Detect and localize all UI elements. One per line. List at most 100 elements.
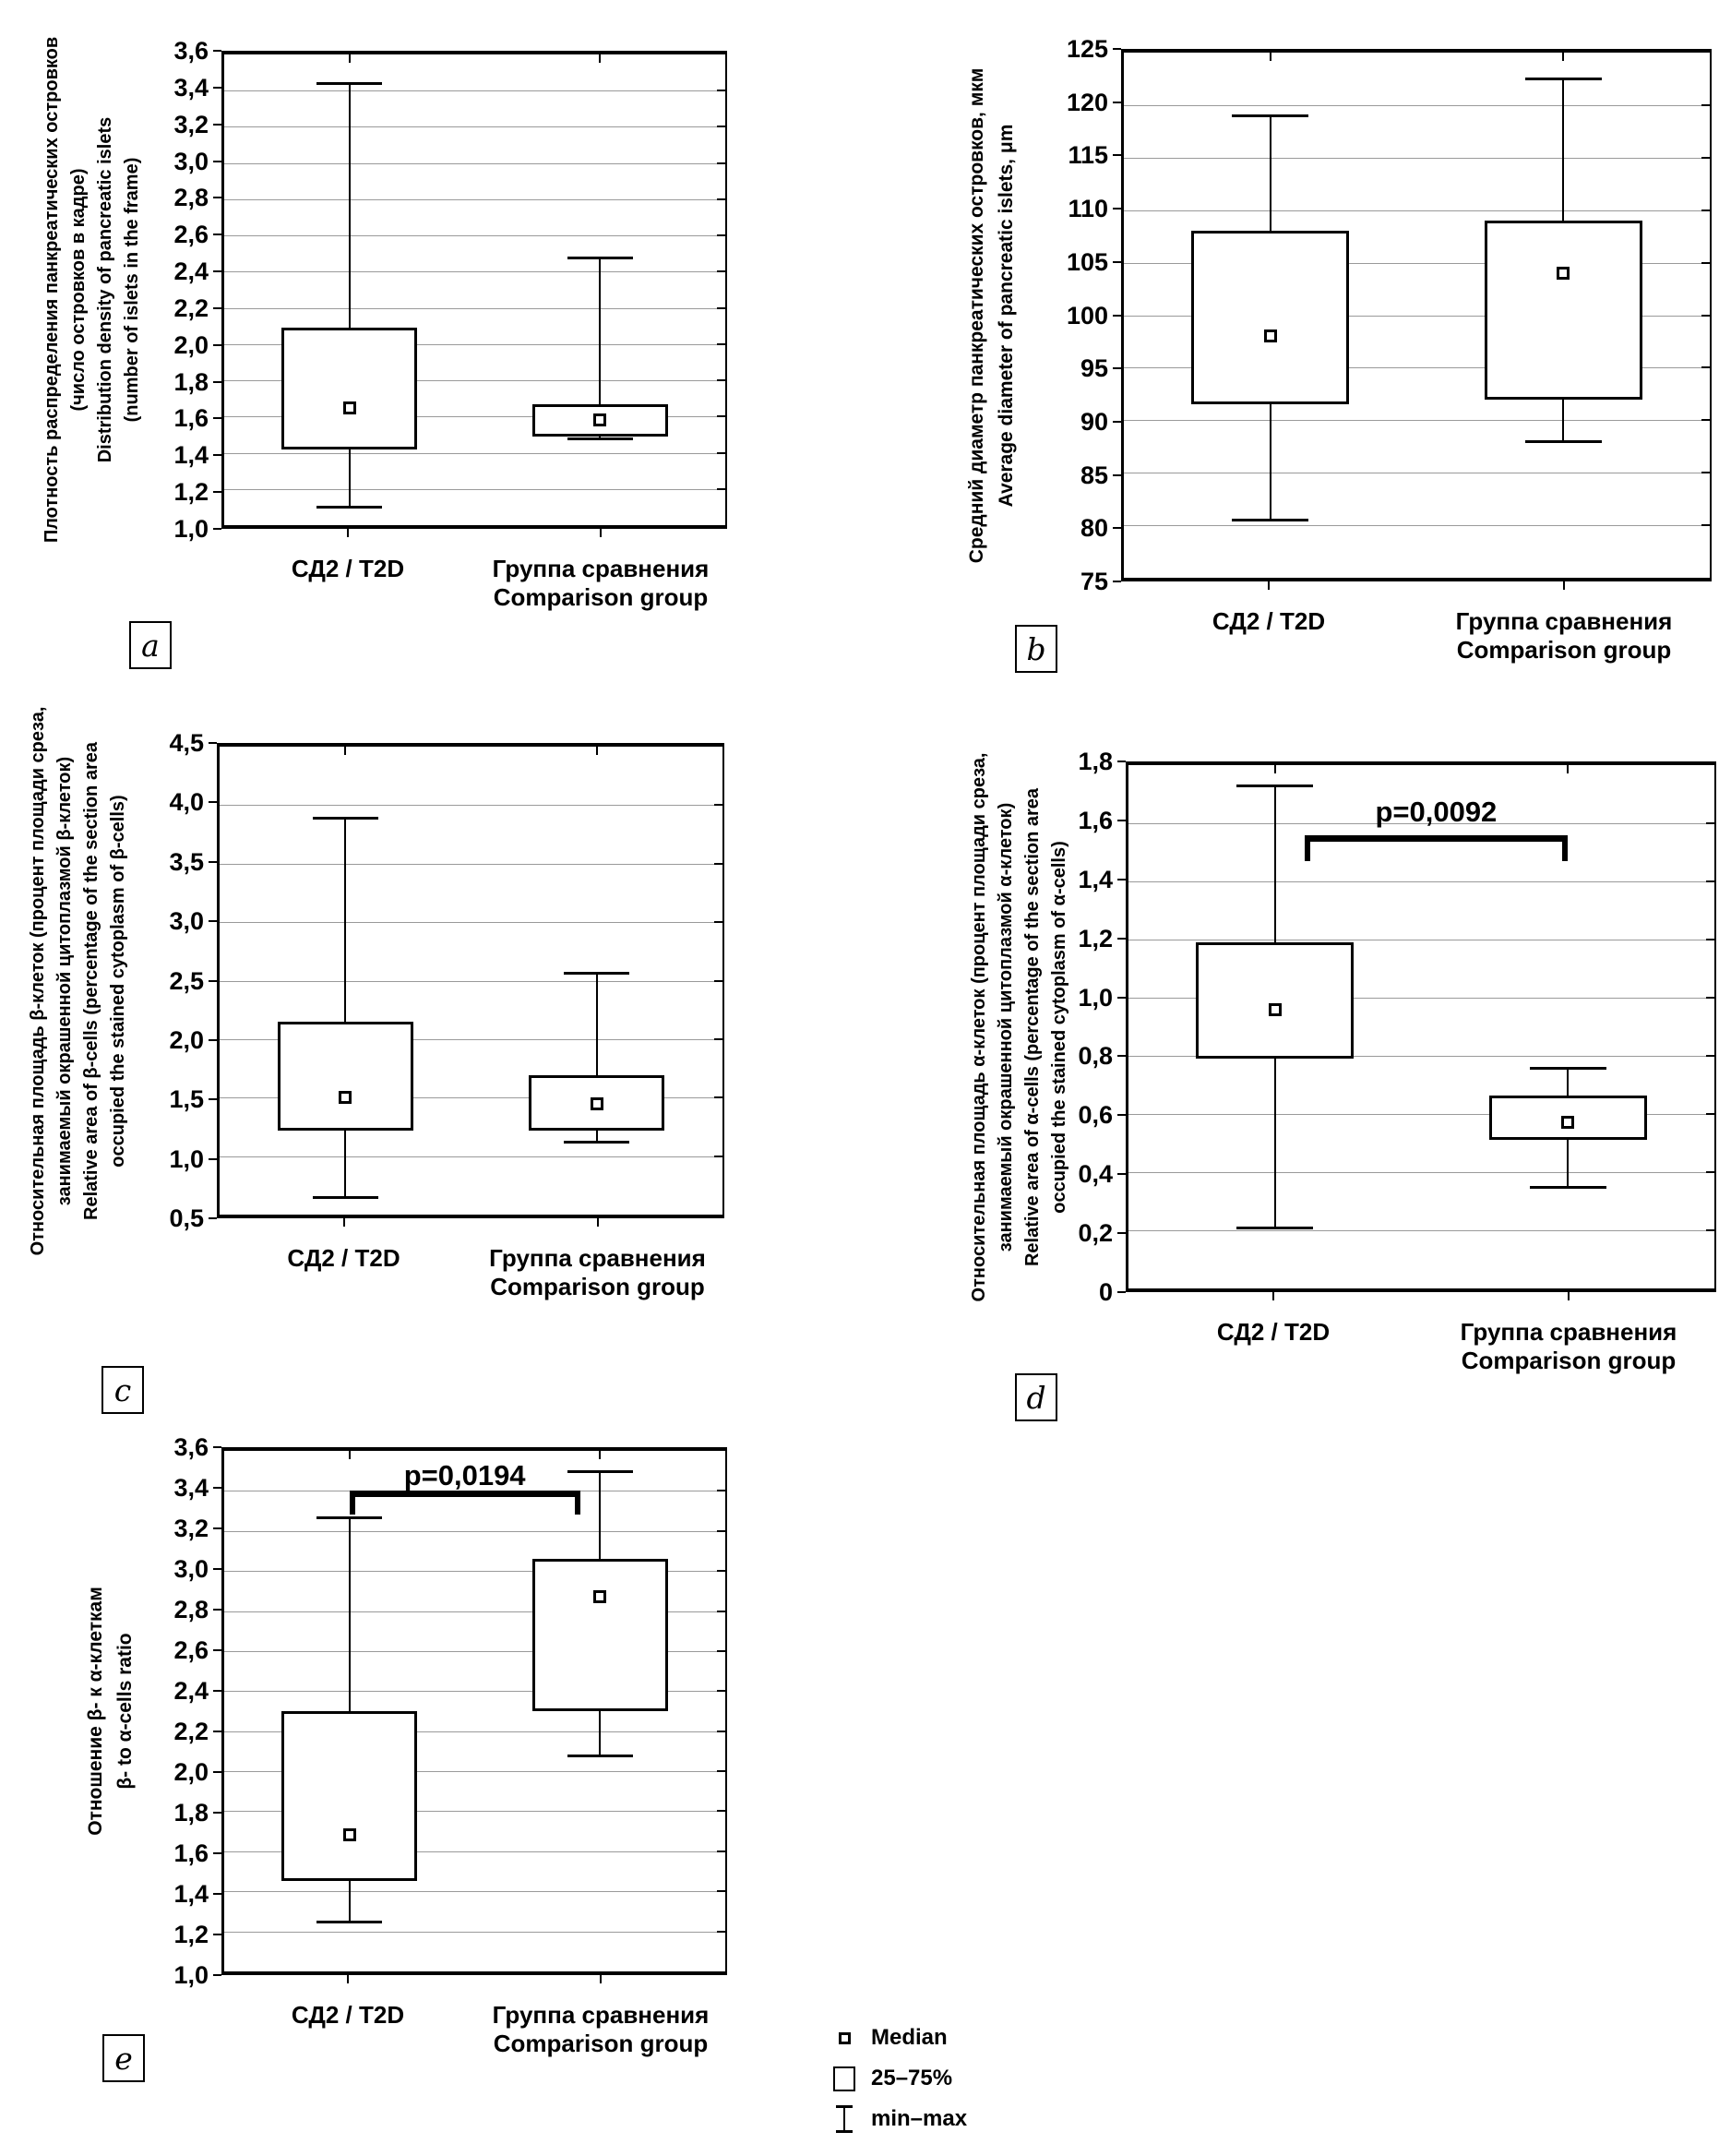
median-marker-icon (830, 2031, 858, 2044)
gridline (1128, 1114, 1714, 1115)
right-axis-tick (717, 1610, 725, 1612)
min-whisker-cap (312, 1195, 378, 1199)
right-axis-tick (1701, 472, 1710, 474)
right-axis-tick (714, 1096, 722, 1099)
right-axis-tick (717, 1850, 725, 1852)
max-whisker-cap (567, 1469, 633, 1473)
y-tick-label: 1,6 (173, 1839, 209, 1867)
y-tick-label: 2,5 (169, 966, 204, 995)
median-marker (1561, 1116, 1575, 1130)
y-tick-mark (209, 979, 217, 982)
p-bracket-end-right (1562, 834, 1569, 861)
y-tick-label: 0,5 (169, 1204, 204, 1232)
x-tick-mark (347, 529, 349, 537)
iqr-box (281, 1711, 418, 1882)
y-tick-mark (1117, 1114, 1126, 1117)
median-marker (339, 1091, 352, 1105)
gridline (1128, 998, 1714, 999)
legend-minmax-label: min–max (871, 2106, 968, 2131)
y-tick-mark (213, 417, 221, 420)
gridline (224, 307, 725, 309)
median-marker (1263, 329, 1277, 343)
x-tick-mark (342, 1218, 345, 1227)
gridline (1124, 315, 1710, 317)
x-category-label-line: Comparison group (1461, 1347, 1677, 1374)
gridline (1128, 881, 1714, 882)
x-tick-mark (1568, 1292, 1570, 1300)
y-tick-label: 80 (1080, 514, 1108, 543)
y-tick-mark (213, 380, 221, 383)
right-axis-tick (717, 379, 725, 382)
right-axis-tick (717, 270, 725, 273)
right-axis-tick (717, 451, 725, 454)
x-tick-mark (1563, 581, 1565, 590)
y-tick-label: 2,8 (173, 184, 209, 212)
y-tick-label: 1,4 (1078, 865, 1113, 893)
y-tick-mark (1117, 819, 1126, 821)
y-tick-label: 95 (1080, 354, 1108, 383)
y-tick-label: 0,6 (1078, 1101, 1113, 1130)
x-category-label-line: Comparison group (493, 2030, 709, 2057)
y-tick-label: 1,0 (1078, 983, 1113, 1012)
y-tick-label: 1,4 (173, 1880, 209, 1908)
legend-item-median: Median (830, 2018, 967, 2058)
median-marker (342, 401, 356, 414)
y-tick-mark (1113, 260, 1121, 263)
right-axis-tick (1706, 938, 1714, 940)
right-axis-tick (717, 90, 725, 92)
right-axis-tick (1701, 314, 1710, 317)
y-tick-mark (1117, 761, 1126, 762)
right-axis-tick (1706, 1171, 1714, 1173)
y-tick-label: 1,2 (1078, 924, 1113, 952)
y-tick-mark (1113, 581, 1121, 582)
gridline (220, 922, 722, 924)
right-axis-tick (1701, 366, 1710, 369)
right-axis-tick (1706, 821, 1714, 824)
x-category-label-line: Comparison group (1456, 636, 1672, 664)
y-tick-label: 1,8 (173, 367, 209, 396)
y-tick-mark (1113, 154, 1121, 157)
right-axis-tick (717, 126, 725, 128)
y-tick-mark (213, 1446, 221, 1448)
y-tick-label: 2,4 (173, 1677, 209, 1705)
top-category-tick (595, 747, 598, 755)
x-category-label: Группа сравнения Comparison group (439, 2001, 762, 2058)
right-axis-tick (717, 1730, 725, 1732)
min-whisker-cap (567, 437, 633, 440)
y-tick-label: 3,2 (173, 110, 209, 138)
x-category-label-line: Группа сравнения (1460, 1318, 1677, 1346)
iqr-box (531, 1559, 668, 1711)
p-bracket-end-left (349, 1491, 355, 1515)
gridline (224, 1771, 725, 1773)
x-category-label-line: СД2 / T2D (291, 555, 405, 582)
whisker-line (595, 972, 598, 1143)
gridline (1124, 367, 1710, 369)
panel-letter-e: e (102, 2034, 145, 2082)
y-tick-label: 3,6 (173, 37, 209, 65)
y-tick-mark (209, 860, 217, 863)
gridline (224, 198, 725, 200)
y-tick-mark (213, 454, 221, 457)
min-whisker-cap (316, 1920, 383, 1923)
gridline (220, 863, 722, 865)
x-category-label: Группа сравнения Comparison group (439, 555, 762, 612)
x-category-label: СД2 / T2D (1112, 1318, 1435, 1347)
y-tick-label: 75 (1080, 568, 1108, 595)
x-category-label-line: СД2 / T2D (1216, 1318, 1331, 1346)
right-axis-tick (1701, 419, 1710, 422)
legend-item-minmax: min–max (830, 2099, 967, 2139)
y-tick-mark (1117, 1055, 1126, 1058)
plot-area-e: p=0,0194 (221, 1447, 727, 1975)
y-tick-mark (213, 1893, 221, 1895)
x-category-label: СД2 / T2D (1107, 607, 1430, 636)
y-tick-mark (1113, 420, 1121, 423)
legend: Median 25–75% min–max (830, 2018, 967, 2139)
y-tick-label: 2,0 (173, 1758, 209, 1786)
right-axis-tick (1706, 1055, 1714, 1057)
min-whisker-cap (564, 1141, 630, 1144)
y-tick-label: 1,2 (173, 478, 209, 507)
panel-b: Средний диаметр панкреатических островко… (937, 5, 1719, 706)
x-category-label: Группа сравнения Comparison group (1403, 607, 1719, 665)
p-bracket-end-right (574, 1491, 580, 1515)
y-tick-mark (213, 343, 221, 346)
